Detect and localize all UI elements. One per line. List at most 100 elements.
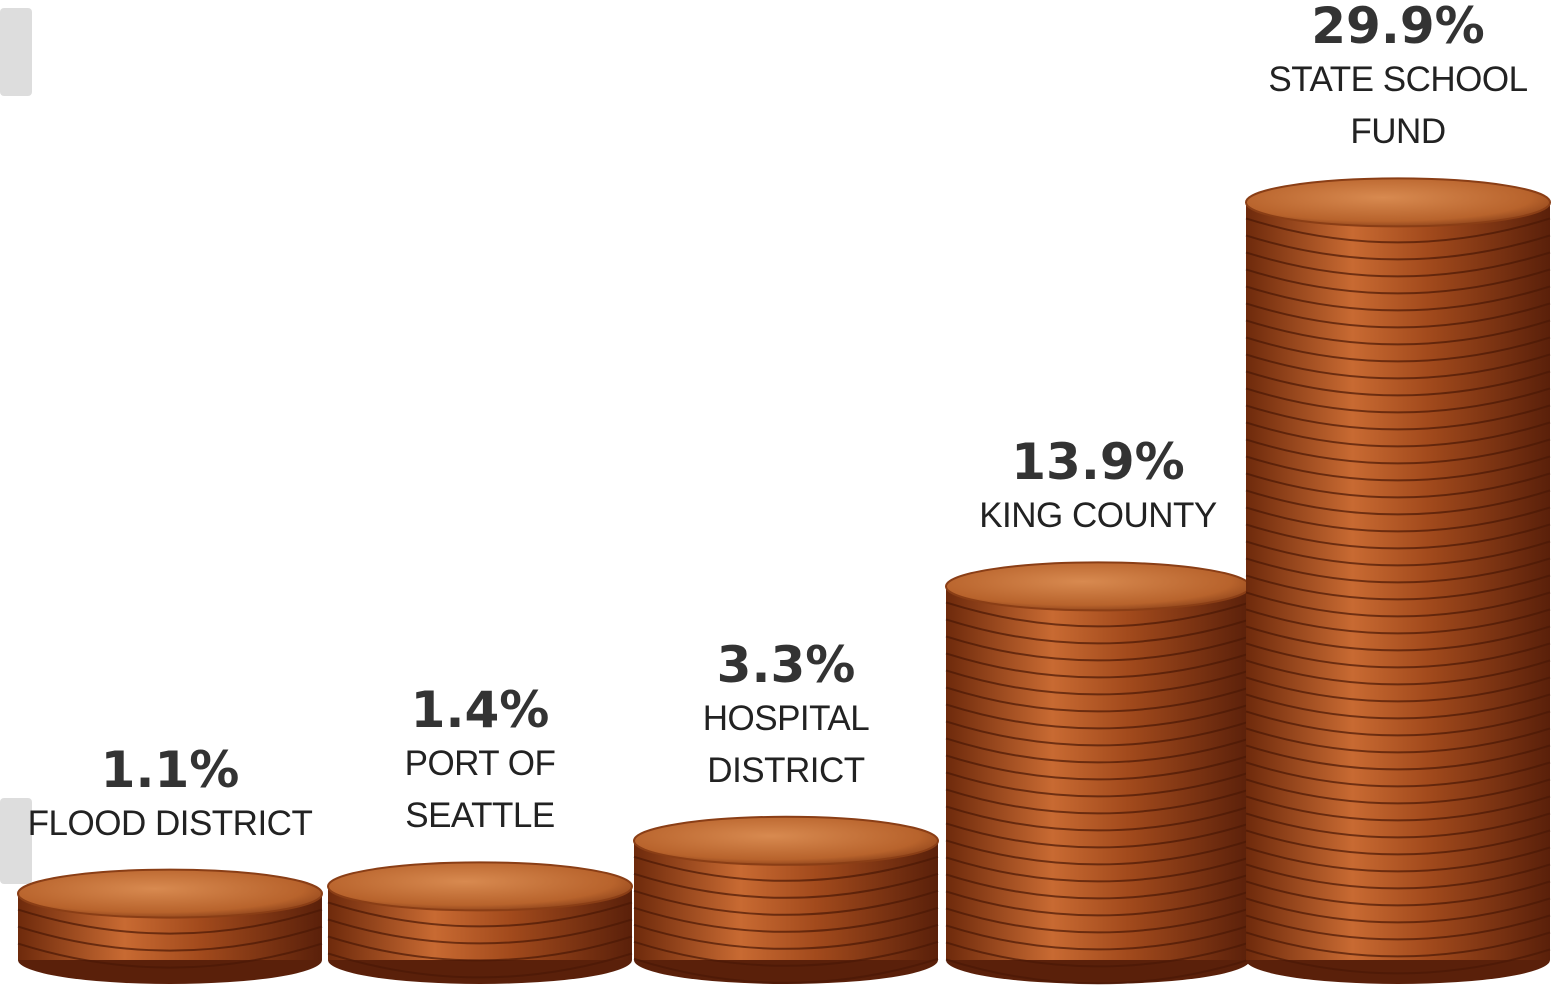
coin-seam bbox=[327, 918, 633, 945]
coin-seam bbox=[1245, 472, 1551, 499]
coin-seam bbox=[1245, 438, 1551, 465]
coin-seam bbox=[1245, 693, 1551, 720]
coin-seam bbox=[1245, 880, 1551, 907]
category-label: KING COUNTY bbox=[979, 496, 1217, 536]
coin-seam bbox=[1245, 455, 1551, 482]
coin-seam bbox=[945, 924, 1251, 951]
coin-seam bbox=[1245, 829, 1551, 856]
coin-seam bbox=[945, 788, 1251, 815]
coin-stack bbox=[633, 815, 939, 984]
coin-stack bbox=[17, 868, 323, 984]
coin-seam bbox=[633, 957, 939, 984]
coin-seam bbox=[1245, 319, 1551, 346]
coin-seam bbox=[1245, 914, 1551, 941]
coin-seam bbox=[1245, 557, 1551, 584]
category-label: HOSPITAL DISTRICT bbox=[702, 698, 870, 790]
coin-seam bbox=[17, 908, 323, 935]
coin-seam bbox=[1245, 336, 1551, 363]
category-label: FLOOD DISTRICT bbox=[27, 803, 313, 843]
coin-seam bbox=[1245, 285, 1551, 312]
coin-seam bbox=[945, 890, 1251, 917]
coin-face bbox=[327, 861, 633, 912]
stack-label: 1.1% FLOOD DISTRICT bbox=[20, 742, 320, 850]
stack-label: 29.9% STATE SCHOOL FUND bbox=[1248, 0, 1548, 158]
coin-seam bbox=[1245, 608, 1551, 635]
coin-seam bbox=[327, 935, 633, 962]
coin-seam bbox=[1245, 234, 1551, 261]
coin-seam bbox=[945, 601, 1251, 628]
coin-seam bbox=[1245, 863, 1551, 890]
coin-body bbox=[1246, 202, 1550, 960]
coin-stack bbox=[1245, 177, 1551, 984]
coin-seam bbox=[1245, 251, 1551, 278]
page-tab bbox=[0, 8, 32, 96]
coin-seam bbox=[1245, 659, 1551, 686]
coin-seam bbox=[945, 873, 1251, 900]
coin-seam bbox=[1245, 421, 1551, 448]
coin-seam bbox=[945, 856, 1251, 883]
category-label: STATE SCHOOL FUND bbox=[1268, 60, 1528, 152]
coin-seam bbox=[945, 754, 1251, 781]
value-label: 1.4% bbox=[410, 681, 550, 740]
coin-seam bbox=[945, 652, 1251, 679]
coin-seam bbox=[1245, 897, 1551, 924]
coin-seam bbox=[1245, 710, 1551, 737]
coin-seam bbox=[633, 872, 939, 899]
coin-face bbox=[633, 815, 939, 866]
page-tab bbox=[0, 798, 32, 884]
coin-seam bbox=[1245, 676, 1551, 703]
coin-seam bbox=[633, 906, 939, 933]
coin-face bbox=[1245, 177, 1551, 228]
coin-seam bbox=[1245, 778, 1551, 805]
coin-seam bbox=[1245, 540, 1551, 567]
value-label: 29.9% bbox=[1311, 0, 1485, 56]
coin-seam bbox=[1245, 727, 1551, 754]
coin-seam bbox=[1245, 744, 1551, 771]
coin-seam bbox=[945, 737, 1251, 764]
coin-seam bbox=[945, 703, 1251, 730]
stack-label: 3.3% HOSPITAL DISTRICT bbox=[636, 637, 936, 797]
category-label: PORT OF SEATTLE bbox=[404, 744, 556, 836]
coin-seam bbox=[1245, 761, 1551, 788]
stack-label: 1.4% PORT OF SEATTLE bbox=[330, 682, 630, 842]
coin-seam bbox=[17, 942, 323, 969]
coin-seam bbox=[1245, 574, 1551, 601]
coin-seam bbox=[633, 855, 939, 882]
coin-face bbox=[17, 868, 323, 919]
coin-seam bbox=[1245, 268, 1551, 295]
coin-seam bbox=[945, 686, 1251, 713]
value-label: 13.9% bbox=[1011, 433, 1185, 492]
coin-seam bbox=[1245, 353, 1551, 380]
coin-seam bbox=[1245, 404, 1551, 431]
coin-seam bbox=[945, 839, 1251, 866]
coin-seam bbox=[945, 720, 1251, 747]
coin-seam bbox=[327, 901, 633, 928]
coin-seam bbox=[945, 958, 1251, 985]
coin-seam bbox=[1245, 387, 1551, 414]
coin-seam bbox=[1245, 642, 1551, 669]
coin-seam bbox=[945, 635, 1251, 662]
coin-seam bbox=[1245, 370, 1551, 397]
coin-seam bbox=[1245, 523, 1551, 550]
coin-seam bbox=[945, 907, 1251, 934]
coin-seam bbox=[633, 940, 939, 967]
coin-seam bbox=[633, 923, 939, 950]
coin-seam bbox=[1245, 591, 1551, 618]
coin-seam bbox=[945, 805, 1251, 832]
coin-seam bbox=[1245, 302, 1551, 329]
coin-stack bbox=[327, 861, 633, 984]
value-label: 1.1% bbox=[100, 740, 240, 799]
stack-label: 13.9% KING COUNTY bbox=[948, 434, 1248, 542]
coin-seam bbox=[1245, 812, 1551, 839]
coin-seam bbox=[1245, 795, 1551, 822]
coin-seam bbox=[327, 952, 633, 979]
coin-stack bbox=[945, 561, 1251, 985]
coin-face bbox=[945, 561, 1251, 612]
coin-seam bbox=[1245, 846, 1551, 873]
coin-seam bbox=[1245, 489, 1551, 516]
coin-seam bbox=[945, 771, 1251, 798]
coin-seam bbox=[945, 941, 1251, 968]
coin-seam bbox=[1245, 506, 1551, 533]
coin-seam bbox=[1245, 931, 1551, 958]
